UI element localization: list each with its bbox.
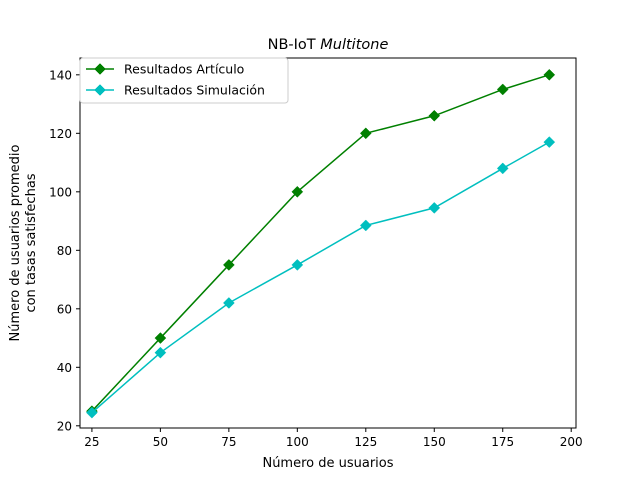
- series-line-2: [91, 141, 550, 414]
- x-tick-label: 200: [560, 435, 583, 449]
- legend-marker: [94, 63, 106, 75]
- series-line-1: [91, 74, 550, 412]
- x-tick-label: 150: [423, 435, 446, 449]
- series-2-point: [428, 202, 441, 214]
- y-tick-label: 60: [57, 302, 72, 316]
- legend-box: [79, 57, 289, 104]
- series-2-point: [154, 346, 167, 359]
- series-1-point: [154, 332, 167, 344]
- y-tick-label: 80: [57, 244, 72, 258]
- series-1-point: [428, 109, 441, 122]
- y-tick-label: 100: [49, 185, 72, 199]
- legend-marker: [94, 84, 106, 96]
- legend: Resultados Artículo Resultados Simulación: [79, 57, 289, 104]
- series-2-point: [496, 162, 509, 175]
- series-1-point: [223, 259, 235, 271]
- y-tick-label: 20: [57, 419, 72, 433]
- plot-area: [86, 68, 556, 419]
- y-tick-label: 40: [57, 361, 72, 375]
- legend-label: Resultados Simulación: [124, 83, 265, 98]
- y-axis: 20 40 60 80 100 120 140: [49, 68, 80, 433]
- x-tick-label: 100: [286, 435, 309, 449]
- x-tick-label: 175: [491, 435, 514, 449]
- series-1-point: [496, 83, 509, 96]
- y-tick-label: 140: [49, 68, 72, 82]
- series-2-point: [86, 406, 98, 419]
- x-tick-label: 125: [354, 435, 377, 449]
- plot-frame: [79, 57, 577, 429]
- y-axis-label-line-2: con tasas satisfechas: [24, 173, 39, 312]
- series-2-point: [223, 297, 235, 309]
- y-axis-label-line-1: Número de usuarios promedio: [8, 144, 23, 341]
- series-1-point: [543, 68, 556, 81]
- legend-label: Resultados Artículo: [124, 62, 244, 77]
- x-axis: 25 50 75 100 125 150 175 200: [84, 428, 583, 449]
- x-axis-label: Número de usuarios: [262, 456, 393, 471]
- series-2-point: [359, 219, 372, 232]
- series-1-point: [291, 185, 304, 198]
- x-tick-label: 75: [221, 435, 236, 449]
- series-1-point: [359, 127, 372, 140]
- series-2-point: [291, 259, 304, 271]
- y-tick-label: 120: [49, 127, 72, 141]
- x-tick-label: 50: [153, 435, 168, 449]
- x-tick-label: 25: [84, 435, 99, 449]
- chart-title: NB-IoT Multitone: [268, 37, 389, 53]
- series-2-point: [543, 136, 556, 148]
